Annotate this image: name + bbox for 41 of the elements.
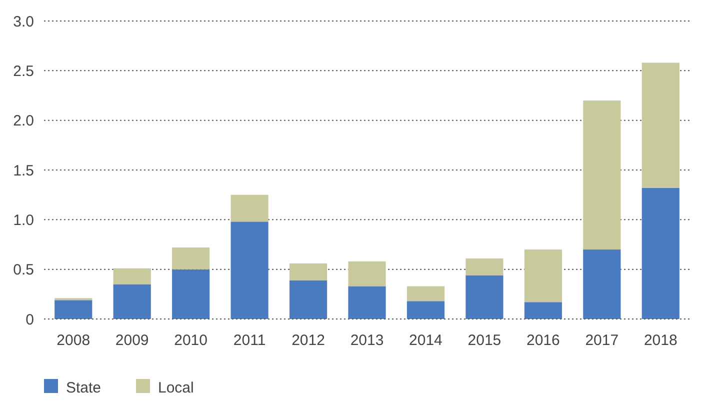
bar [466,275,504,319]
bar [406,301,445,319]
y-tick-label: 3.0 [13,13,34,30]
bar [172,247,210,270]
bar [406,286,445,302]
bar [348,261,386,286]
bar [583,100,621,250]
y-tick-label: 2.5 [13,62,34,80]
y-tick-label: 1.5 [13,162,34,180]
x-tick-label: 2017 [585,332,619,349]
bar [289,280,328,319]
x-tick-label: 2008 [56,332,90,349]
bar [642,188,680,319]
x-tick-label: 2015 [468,332,502,349]
x-tick-label: 2018 [644,332,678,349]
bar [348,286,386,319]
x-tick-label: 2014 [409,332,442,349]
bar [113,268,151,284]
bar [113,284,151,319]
bar [642,62,680,188]
bar [583,249,621,319]
bar [54,300,92,319]
x-tick-label: 2016 [526,332,560,349]
bar [524,302,562,319]
bar [230,222,268,319]
x-tick-label: 2011 [233,332,266,349]
bar [230,194,268,222]
bar [466,258,504,276]
y-tick-label: 2.0 [13,112,34,130]
bar [524,249,562,302]
x-tick-label: 2010 [174,332,208,349]
bar [172,269,210,319]
y-tick-label: 0 [26,311,34,328]
x-tick-label: 2009 [115,332,149,349]
legend-label: Local [158,379,194,396]
bar [289,263,328,280]
y-tick-label: 1.0 [13,212,34,229]
y-tick-label: 0.5 [13,262,34,279]
legend-label: State [66,379,102,396]
x-tick-label: 2013 [350,332,384,349]
x-tick-label: 2012 [292,332,325,349]
